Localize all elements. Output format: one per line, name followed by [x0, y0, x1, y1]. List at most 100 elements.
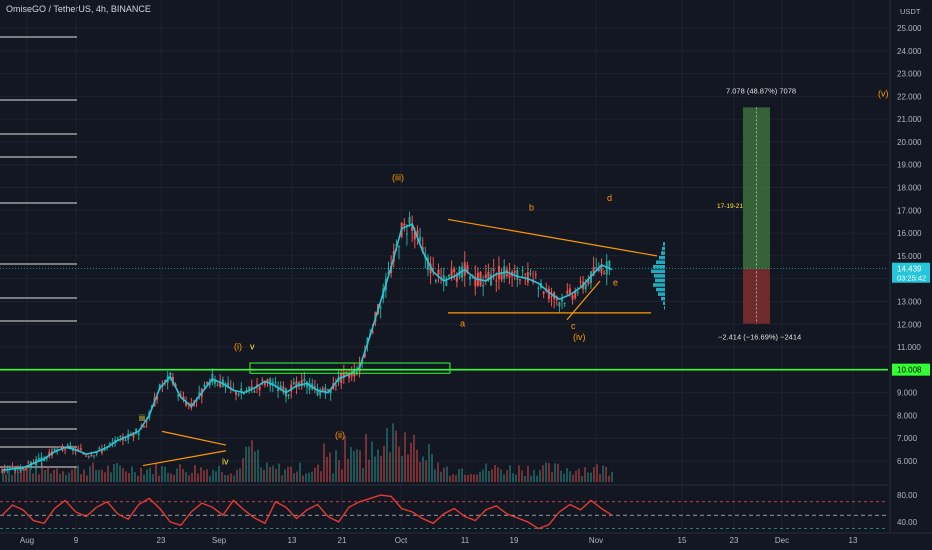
volume-bar — [35, 462, 37, 482]
candle-body — [93, 455, 96, 457]
candle-body — [518, 279, 521, 281]
candle-body — [324, 387, 327, 394]
candle-body — [508, 274, 511, 278]
volume-bar — [23, 469, 25, 482]
volume-bar — [422, 456, 424, 482]
volume-bar — [200, 467, 202, 482]
volume-bar — [347, 458, 349, 482]
candle-body — [90, 454, 93, 457]
volume-bar — [314, 467, 316, 482]
candle-body — [77, 448, 80, 450]
candle-body — [405, 233, 408, 235]
volume-bar — [59, 473, 61, 482]
time-tick-label: 19 — [510, 536, 519, 545]
price-tick-label: 12.000 — [897, 320, 922, 329]
volume-bar — [503, 474, 505, 482]
volume-bar — [449, 475, 451, 482]
wave-label: v — [250, 341, 255, 351]
volume-profile-bin — [658, 292, 665, 296]
volume-bar — [65, 474, 67, 482]
volume-bar — [569, 471, 571, 482]
price-tick-label: 7.000 — [897, 434, 918, 443]
volume-bar — [176, 468, 178, 482]
volume-bar — [185, 472, 187, 482]
candle-body — [353, 369, 356, 377]
chart-title: OmiseGO / TetherUS, 4h, BINANCE — [6, 4, 151, 14]
candle-body — [87, 456, 90, 458]
candle-body — [164, 379, 167, 382]
ratio-label: 17-19-21 — [717, 203, 743, 210]
volume-bar — [206, 469, 208, 482]
volume-bar — [401, 456, 403, 482]
wave-label: (iv) — [573, 332, 586, 342]
volume-bar — [332, 473, 334, 482]
volume-bar — [131, 466, 133, 482]
volume-bar — [305, 473, 307, 482]
volume-bar — [98, 469, 100, 482]
candle-body — [482, 284, 485, 287]
candle-body — [232, 388, 235, 390]
candle-body — [576, 292, 579, 294]
trendline — [447, 218, 658, 257]
volume-bar — [476, 474, 478, 482]
price-axis-unit: USDT — [900, 7, 921, 16]
wave-label: (i) — [234, 341, 242, 351]
volume-bar — [554, 463, 556, 482]
candle-body — [300, 380, 303, 387]
volume-bar — [173, 474, 175, 482]
price-tick-label: 6.000 — [897, 457, 918, 466]
volume-bar — [257, 449, 259, 482]
volume-bar — [251, 440, 253, 482]
candle-body — [516, 270, 519, 280]
candle-body — [237, 393, 240, 396]
volume-bar — [71, 469, 73, 482]
candle-body — [334, 385, 337, 387]
volume-bar — [281, 475, 283, 482]
volume-bar — [266, 462, 268, 482]
candle-body — [450, 269, 453, 277]
volume-bar — [29, 468, 31, 482]
volume-bar — [248, 446, 250, 482]
volume-bar — [341, 469, 343, 482]
candle-body — [595, 267, 598, 269]
volume-bar — [593, 467, 595, 482]
candle-body — [145, 420, 148, 423]
volume-bar — [242, 458, 244, 482]
time-tick-label: 15 — [678, 536, 687, 545]
volume-bar — [509, 465, 511, 482]
candle-body — [132, 432, 135, 437]
candle-body — [442, 275, 445, 282]
candle-body — [48, 452, 51, 456]
price-tick-label: 18.000 — [897, 184, 922, 193]
candle-body — [43, 458, 46, 462]
candle-body — [379, 307, 382, 309]
candle-body — [479, 272, 482, 286]
candle-body — [490, 274, 493, 286]
candle-body — [298, 382, 301, 386]
trendline — [566, 280, 601, 321]
time-tick-label: 23 — [730, 536, 739, 545]
volume-profile-bin — [654, 274, 665, 278]
volume-bar — [239, 468, 241, 482]
volume-bar — [62, 471, 64, 482]
wave-label: a — [460, 319, 465, 329]
volume-bar — [392, 423, 394, 482]
volume-bar — [551, 471, 553, 482]
price-tick-label: 21.000 — [897, 115, 922, 124]
candle-body — [603, 272, 606, 274]
volume-bar — [233, 475, 235, 482]
volume-bar — [182, 469, 184, 482]
volume-bar — [455, 475, 457, 482]
volume-bar — [80, 474, 82, 482]
price-tick-label: 24.000 — [897, 47, 922, 56]
candle-body — [103, 449, 106, 451]
volume-bar — [209, 475, 211, 482]
volume-bar — [107, 465, 109, 482]
volume-bar — [188, 475, 190, 482]
price-tick-label: 15.000 — [897, 252, 922, 261]
volume-bar — [398, 446, 400, 482]
volume-bar — [461, 468, 463, 482]
candle-body — [116, 437, 119, 439]
volume-bar — [410, 442, 412, 482]
